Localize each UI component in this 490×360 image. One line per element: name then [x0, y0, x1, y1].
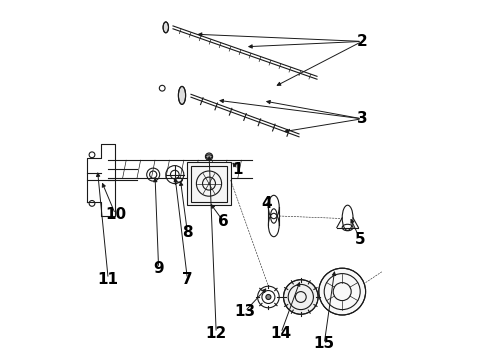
Bar [191, 166, 227, 202]
Text: 13: 13 [234, 304, 256, 319]
Ellipse shape [178, 86, 186, 104]
Bar [187, 162, 231, 205]
Text: 1: 1 [233, 162, 243, 177]
Text: 11: 11 [98, 271, 119, 287]
Text: 12: 12 [206, 325, 227, 341]
Text: 3: 3 [357, 111, 368, 126]
Ellipse shape [163, 22, 169, 33]
Text: 6: 6 [218, 214, 229, 229]
Text: 14: 14 [270, 325, 292, 341]
Text: 2: 2 [357, 34, 368, 49]
Text: 10: 10 [105, 207, 126, 222]
Text: 4: 4 [261, 196, 272, 211]
Circle shape [205, 153, 213, 160]
Text: 8: 8 [182, 225, 193, 240]
Text: 7: 7 [182, 271, 193, 287]
Text: 9: 9 [153, 261, 164, 276]
Circle shape [319, 268, 366, 315]
Circle shape [284, 280, 318, 314]
Circle shape [266, 294, 271, 300]
Text: 5: 5 [355, 232, 366, 247]
Text: 15: 15 [314, 336, 335, 351]
